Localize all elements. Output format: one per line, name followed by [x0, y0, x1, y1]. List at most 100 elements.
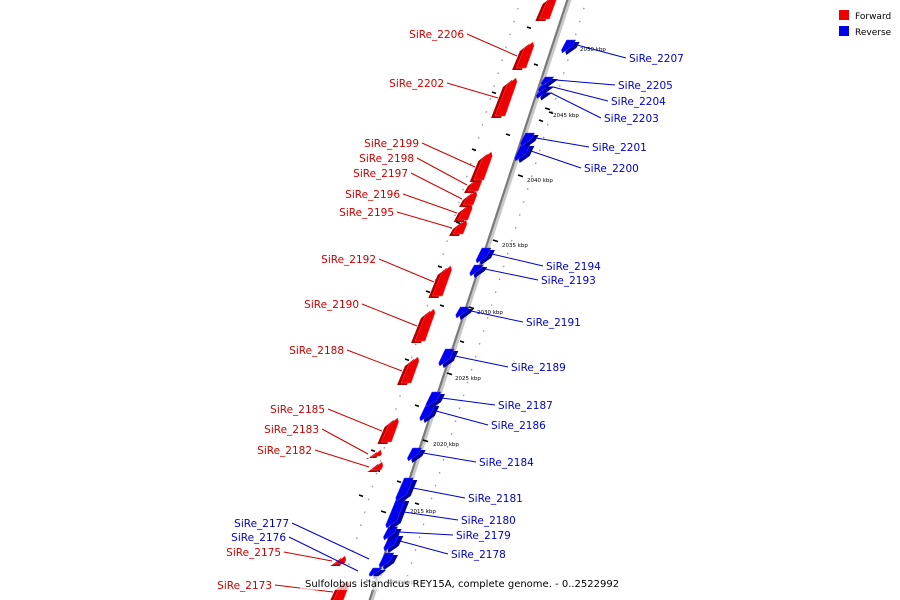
gene-leader-line	[396, 211, 453, 229]
gene-label-sire-2205[interactable]: SiRe_2205	[618, 80, 673, 92]
gene-label-sire-2178[interactable]: SiRe_2178	[451, 549, 506, 561]
gene-sire-2192[interactable]	[428, 265, 452, 298]
gene-label-sire-2175[interactable]: SiRe_2175	[226, 547, 281, 559]
feature-marker	[414, 502, 420, 506]
gene-label-sire-2196[interactable]: SiRe_2196	[345, 189, 400, 201]
gene-label-sire-2199[interactable]: SiRe_2199	[364, 138, 419, 150]
gene-leader-line	[288, 536, 359, 572]
gene-sire-2197[interactable]	[459, 190, 478, 207]
gene-body	[494, 77, 518, 117]
gene-label-sire-2195[interactable]: SiRe_2195	[339, 207, 394, 219]
gene-label-sire-2204[interactable]: SiRe_2204	[611, 96, 666, 108]
gene-body	[407, 447, 423, 462]
tick-label-2040-kbp: 2040 kbp	[527, 178, 553, 184]
gene-label-sire-2203[interactable]: SiRe_2203	[604, 113, 659, 125]
gene-label-sire-2183[interactable]: SiRe_2183	[264, 424, 319, 436]
gene-body	[515, 41, 535, 69]
gene-body	[425, 391, 442, 408]
gene-sire-2193[interactable]	[469, 264, 488, 278]
feature-marker	[526, 26, 532, 30]
gene-label-sire-2201[interactable]: SiRe_2201	[592, 142, 647, 154]
gene-label-sire-2177[interactable]: SiRe_2177	[234, 518, 289, 530]
legend-forward-label: Forward	[855, 12, 891, 22]
gene-sire-2194[interactable]	[475, 247, 495, 265]
feature-marker	[396, 480, 402, 484]
gene-leader-line	[421, 142, 476, 168]
gene-body	[520, 132, 536, 147]
gene-label-sire-2206[interactable]: SiRe_2206	[409, 29, 464, 41]
gene-sire-2201[interactable]	[520, 132, 539, 148]
gene-sire-2177[interactable]	[378, 552, 398, 570]
gene-sire-2185[interactable]	[377, 417, 399, 444]
gene-label-sire-2193[interactable]: SiRe_2193	[541, 275, 596, 287]
gene-shadow	[366, 452, 378, 459]
gene-label-sire-2190[interactable]: SiRe_2190	[304, 299, 359, 311]
gene-label-sire-2192[interactable]: SiRe_2192	[321, 254, 376, 266]
gene-shadow	[518, 146, 535, 163]
gene-body	[475, 247, 492, 264]
gene-label-sire-2202[interactable]: SiRe_2202	[389, 78, 444, 90]
gene-leader-line	[399, 540, 449, 555]
gene-label-sire-2188[interactable]: SiRe_2188	[289, 345, 344, 357]
gene-label-sire-2182[interactable]: SiRe_2182	[257, 445, 312, 457]
gene-sire-2183[interactable]	[366, 449, 382, 459]
gene-shadow	[399, 480, 418, 503]
gene-label-sire-2200[interactable]: SiRe_2200	[584, 163, 639, 175]
gene-label-sire-2184[interactable]: SiRe_2184	[479, 457, 534, 469]
gene-leader-line	[410, 172, 463, 200]
feature-marker	[404, 358, 410, 362]
gene-body	[369, 449, 382, 458]
gene-shadow	[387, 529, 402, 542]
gene-sire-2181[interactable]	[395, 477, 418, 503]
gene-sire-2184[interactable]	[407, 447, 426, 463]
gene-leader-line	[555, 79, 616, 86]
gene-leader-line	[283, 551, 333, 562]
feature-marker	[358, 494, 364, 498]
gene-sire-2182[interactable]	[367, 461, 384, 472]
gene-label-sire-2198[interactable]: SiRe_2198	[359, 153, 414, 165]
gene-sire-2191[interactable]	[455, 306, 474, 320]
gene-label-sire-2194[interactable]: SiRe_2194	[546, 261, 601, 273]
gene-sire-2202[interactable]	[491, 77, 518, 118]
gene-leader-line	[435, 410, 489, 426]
gene-label-sire-2180[interactable]: SiRe_2180	[461, 515, 516, 527]
gene-sire-2206[interactable]	[512, 41, 535, 70]
gene-leader-line	[398, 531, 454, 536]
gene-sire-2189[interactable]	[438, 348, 459, 368]
feature-marker	[455, 221, 461, 225]
gene-label-sire-2176[interactable]: SiRe_2176	[231, 532, 286, 544]
gene-shadow	[430, 394, 445, 409]
gene-leader-line	[484, 268, 539, 281]
gene-sire-2205[interactable]	[540, 76, 558, 88]
tick-mark-2045-kbp	[544, 107, 551, 111]
gene-sire-2195[interactable]	[449, 219, 468, 236]
gene-shadow	[542, 86, 555, 95]
gene-label-sire-2197[interactable]: SiRe_2197	[353, 168, 408, 180]
gene-label-sire-2191[interactable]: SiRe_2191	[526, 317, 581, 329]
gene-shadow	[411, 450, 426, 463]
gene-sire-2188[interactable]	[397, 356, 420, 385]
gene-leader-line	[446, 82, 499, 99]
gene-sire-2179[interactable]	[383, 526, 402, 542]
gene-label-sire-2173[interactable]: SiRe_2173	[217, 580, 272, 592]
gene-sire-2175[interactable]	[330, 555, 347, 566]
gene-label-sire-2187[interactable]: SiRe_2187	[498, 400, 553, 412]
gene-sire-2187[interactable]	[425, 391, 445, 409]
gene-label-sire-2185[interactable]: SiRe_2185	[270, 404, 325, 416]
gene-label-sire-2181[interactable]: SiRe_2181	[468, 493, 523, 505]
gene-label-sire-2179[interactable]: SiRe_2179	[456, 530, 511, 542]
gene-label-sire-2207[interactable]: SiRe_2207	[629, 53, 684, 65]
gene-leader-line	[327, 408, 383, 432]
gene-leader-line	[454, 355, 509, 368]
gene-shadow	[387, 536, 404, 553]
forward-genes: SiRe_2173 SiRe_2175 SiRe_2182 SiRe_2183 SiRe…	[217, 0, 557, 600]
gene-sire-2190[interactable]	[411, 308, 436, 343]
gene-label-sire-2186[interactable]: SiRe_2186	[491, 420, 546, 432]
gene-body	[455, 306, 470, 319]
gene-sire-2207[interactable]	[561, 39, 580, 55]
gene-sire-2199[interactable]	[469, 151, 493, 182]
feature-marker	[459, 340, 465, 344]
gene-unlabeled-top[interactable]	[535, 0, 557, 21]
gene-label-sire-2189[interactable]: SiRe_2189	[511, 362, 566, 374]
gene-body	[432, 265, 452, 297]
